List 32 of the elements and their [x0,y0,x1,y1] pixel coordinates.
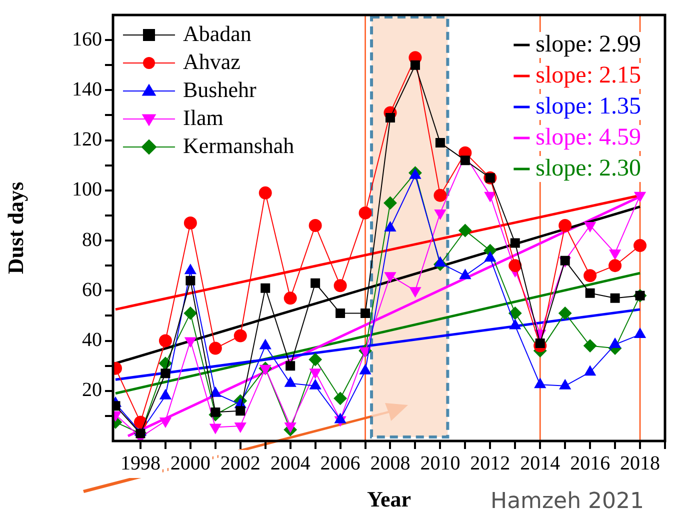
x-tick-label: 1998 [120,452,160,474]
y-tick-label: 140 [72,78,102,100]
legend-label: slope: 1.35 [536,93,641,120]
x-tick-label: 2000 [170,452,210,474]
y-tick-label: 60 [82,278,102,301]
x-tick-label: 2018 [620,452,660,474]
text: Hamzeh 2021 [490,489,644,514]
legend-label: Ilam [183,104,224,130]
y-tick-label: 120 [72,128,102,151]
y-axis-title: Dust days [2,181,28,274]
x-tick-label: 2006 [320,452,360,474]
legend-label: Ahvaz [183,48,241,74]
legend-label: Abadan [183,20,252,46]
y-tick-label: 20 [82,379,102,402]
y-tick-label: 160 [72,28,102,50]
x-tick-label: 2004 [270,452,310,474]
x-tick-label: 2014 [520,452,560,474]
y-tick-label: 40 [82,329,102,352]
x-tick-label: 2008 [370,452,410,474]
legend-label: slope: 4.59 [536,124,641,150]
legend-label: slope: 2.15 [536,62,641,88]
x-tick-label: 2002 [220,452,260,474]
x-axis-title: Year [367,486,412,512]
legend-label: slope: 2.30 [536,155,641,182]
y-tick-label: 100 [72,178,102,201]
y-tick-label: 80 [82,228,102,251]
x-tick-label: 2012 [470,452,510,474]
legend-label: Bushehr [183,76,257,102]
legend-label: Kermanshah [183,132,294,158]
legend-label: slope: 2.99 [536,31,641,58]
x-tick-label: 2016 [570,452,610,474]
x-tick-label: 2010 [420,452,460,474]
